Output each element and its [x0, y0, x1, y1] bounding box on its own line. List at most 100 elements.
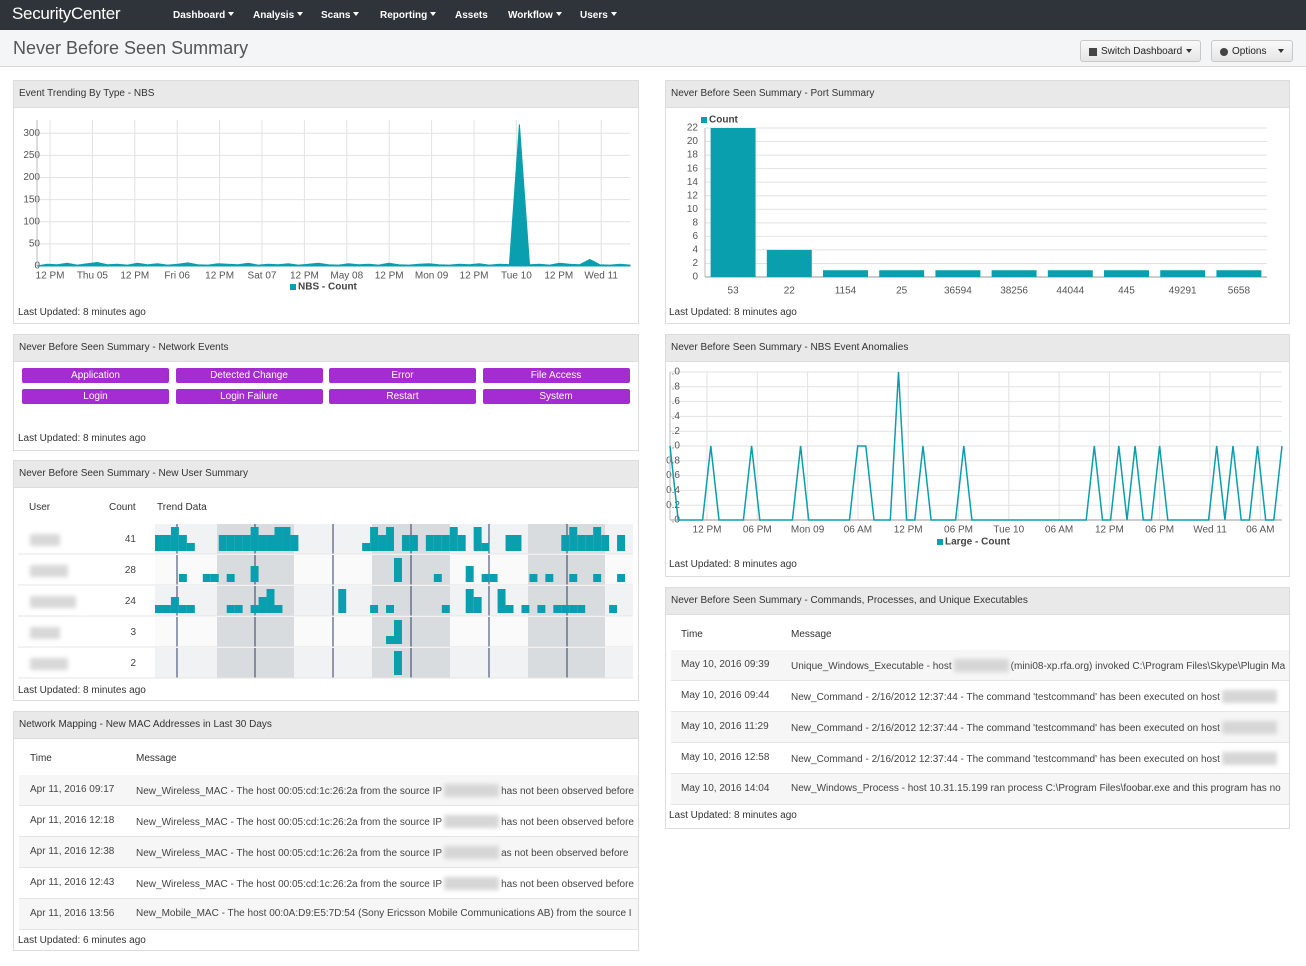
nav-item[interactable]: Analysis — [253, 10, 303, 21]
nav-item[interactable]: Users — [580, 10, 617, 21]
panel-header: Network Mapping - New MAC Addresses in L… — [14, 712, 638, 739]
brand[interactable]: SecurityCenter — [12, 4, 121, 23]
trend-bar — [362, 543, 371, 551]
nav-item[interactable]: Assets — [455, 10, 488, 21]
trend-bar — [274, 527, 283, 551]
redacted — [1221, 690, 1277, 703]
event-button[interactable]: Error — [329, 368, 476, 383]
trend-bar — [250, 527, 259, 551]
last-updated: Last Updated: 8 minutes ago — [18, 433, 146, 444]
trend-bar — [585, 535, 594, 551]
trend-bar — [569, 527, 578, 551]
bar — [1216, 270, 1262, 277]
trend-bar — [545, 574, 554, 582]
button-label: Options — [1232, 46, 1267, 57]
table-row: Apr 11, 2016 12:18 New_Wireless_MAC - The… — [19, 806, 638, 837]
time-cell: Apr 11, 2016 09:17 — [30, 784, 115, 795]
panel-title: Network Mapping - New MAC Addresses in L… — [19, 719, 272, 730]
event-button[interactable]: Application — [22, 368, 169, 383]
column-header: Count — [109, 502, 136, 513]
column-header: Time — [681, 629, 703, 640]
trend-bar — [513, 535, 522, 551]
bar — [879, 270, 925, 277]
trend-bar — [473, 527, 482, 551]
trend-bar — [218, 535, 227, 551]
trend-bar — [370, 527, 379, 551]
panel-header: Never Before Seen Summary - New User Sum… — [14, 461, 638, 488]
user-count: 41 — [124, 534, 136, 545]
nav-item[interactable]: Reporting — [380, 10, 436, 21]
panel: Event Trending By Type - NBS Last Updated… — [13, 80, 639, 324]
legend-swatch — [937, 539, 943, 545]
x-tick-label: 12 PM — [290, 271, 319, 282]
message-text: as not been observed before — [501, 848, 629, 859]
user-count: 24 — [124, 596, 136, 607]
event-button[interactable]: System — [482, 389, 630, 404]
x-tick-label: 22 — [784, 286, 796, 297]
y-tick-label: 300 — [23, 128, 40, 139]
options-button[interactable]: Options — [1211, 40, 1293, 62]
y-tick-label: 14 — [687, 177, 699, 188]
event-button[interactable]: File Access — [482, 368, 630, 383]
time-cell: May 10, 2016 14:04 — [681, 783, 770, 794]
panel-title: Never Before Seen Summary - NBS Event An… — [671, 342, 909, 353]
gear-icon — [1220, 48, 1228, 56]
trend-bar — [529, 574, 538, 582]
x-tick-label: 12 PM — [894, 525, 923, 536]
message-text: New_Command - 2/16/2012 12:37:44 - The c… — [791, 692, 1220, 703]
panel-header: Never Before Seen Summary - Port Summary — [666, 81, 1289, 108]
bar — [823, 270, 868, 277]
message-text: New_Mobile_MAC - The host 00:0A:D9:E5:7D… — [136, 908, 632, 919]
x-tick-label: 44044 — [1056, 286, 1084, 297]
time-cell: Apr 11, 2016 12:38 — [30, 846, 115, 857]
time-cell: May 10, 2016 12:58 — [681, 752, 770, 763]
message-text: New_Wireless_MAC - The host 00:05:cd:1c:… — [136, 817, 443, 828]
panel-header: Event Trending By Type - NBS — [14, 81, 638, 108]
table-row: May 10, 2016 09:44 New_Command - 2/16/201… — [671, 681, 1289, 712]
event-button[interactable]: Restart — [329, 389, 476, 404]
y-tick-label: .0 — [672, 367, 681, 378]
bar — [766, 249, 812, 277]
trend-bar — [378, 535, 387, 551]
trend-bar — [457, 535, 466, 551]
trend-bar — [394, 651, 402, 675]
x-tick-label: 38256 — [1000, 286, 1028, 297]
panel: Network Mapping - New MAC Addresses in L… — [13, 711, 639, 951]
trend-bar — [386, 636, 394, 644]
y-tick-label: 0.4 — [666, 485, 680, 496]
trend-bar — [441, 605, 450, 613]
redacted — [953, 659, 1009, 672]
y-tick-label: .8 — [672, 381, 681, 392]
x-tick-label: 06 PM — [1145, 525, 1174, 536]
x-tick-label: 12 PM — [460, 271, 489, 282]
nav-item[interactable]: Scans — [321, 10, 359, 21]
nav-item[interactable]: Workflow — [508, 10, 562, 21]
trend-bar — [155, 605, 163, 613]
x-tick-label: 5658 — [1228, 286, 1251, 297]
switch-dashboard-button[interactable]: Switch Dashboard — [1080, 40, 1201, 62]
trend-bar — [617, 574, 626, 582]
x-tick-label: 1154 — [835, 286, 857, 297]
trend-bar — [162, 605, 171, 613]
x-tick-label: 12 PM — [36, 271, 65, 282]
table-row: May 10, 2016 14:04 New_Windows_Process - … — [671, 774, 1289, 805]
y-tick-label: 0.8 — [666, 455, 680, 466]
trend-bar — [242, 535, 251, 551]
trend-bar — [178, 574, 187, 582]
redacted-user — [30, 534, 60, 546]
trend-bar — [425, 535, 434, 551]
trend-bar — [505, 535, 514, 551]
y-tick-label: 16 — [687, 163, 699, 174]
event-button[interactable]: Detected Change — [175, 368, 323, 383]
redacted-user — [30, 596, 76, 608]
table-row: May 10, 2016 11:29 New_Command - 2/16/201… — [671, 712, 1289, 743]
trend-bar — [290, 535, 299, 551]
message-text: has not been observed before — [501, 786, 634, 797]
event-button[interactable]: Login Failure — [175, 389, 323, 404]
event-button[interactable]: Login — [22, 389, 169, 404]
nav-item[interactable]: Dashboard — [173, 10, 234, 21]
bar — [935, 270, 981, 277]
redacted-user — [30, 627, 60, 639]
column-header: Time — [30, 753, 52, 764]
trend-bar — [441, 535, 450, 551]
